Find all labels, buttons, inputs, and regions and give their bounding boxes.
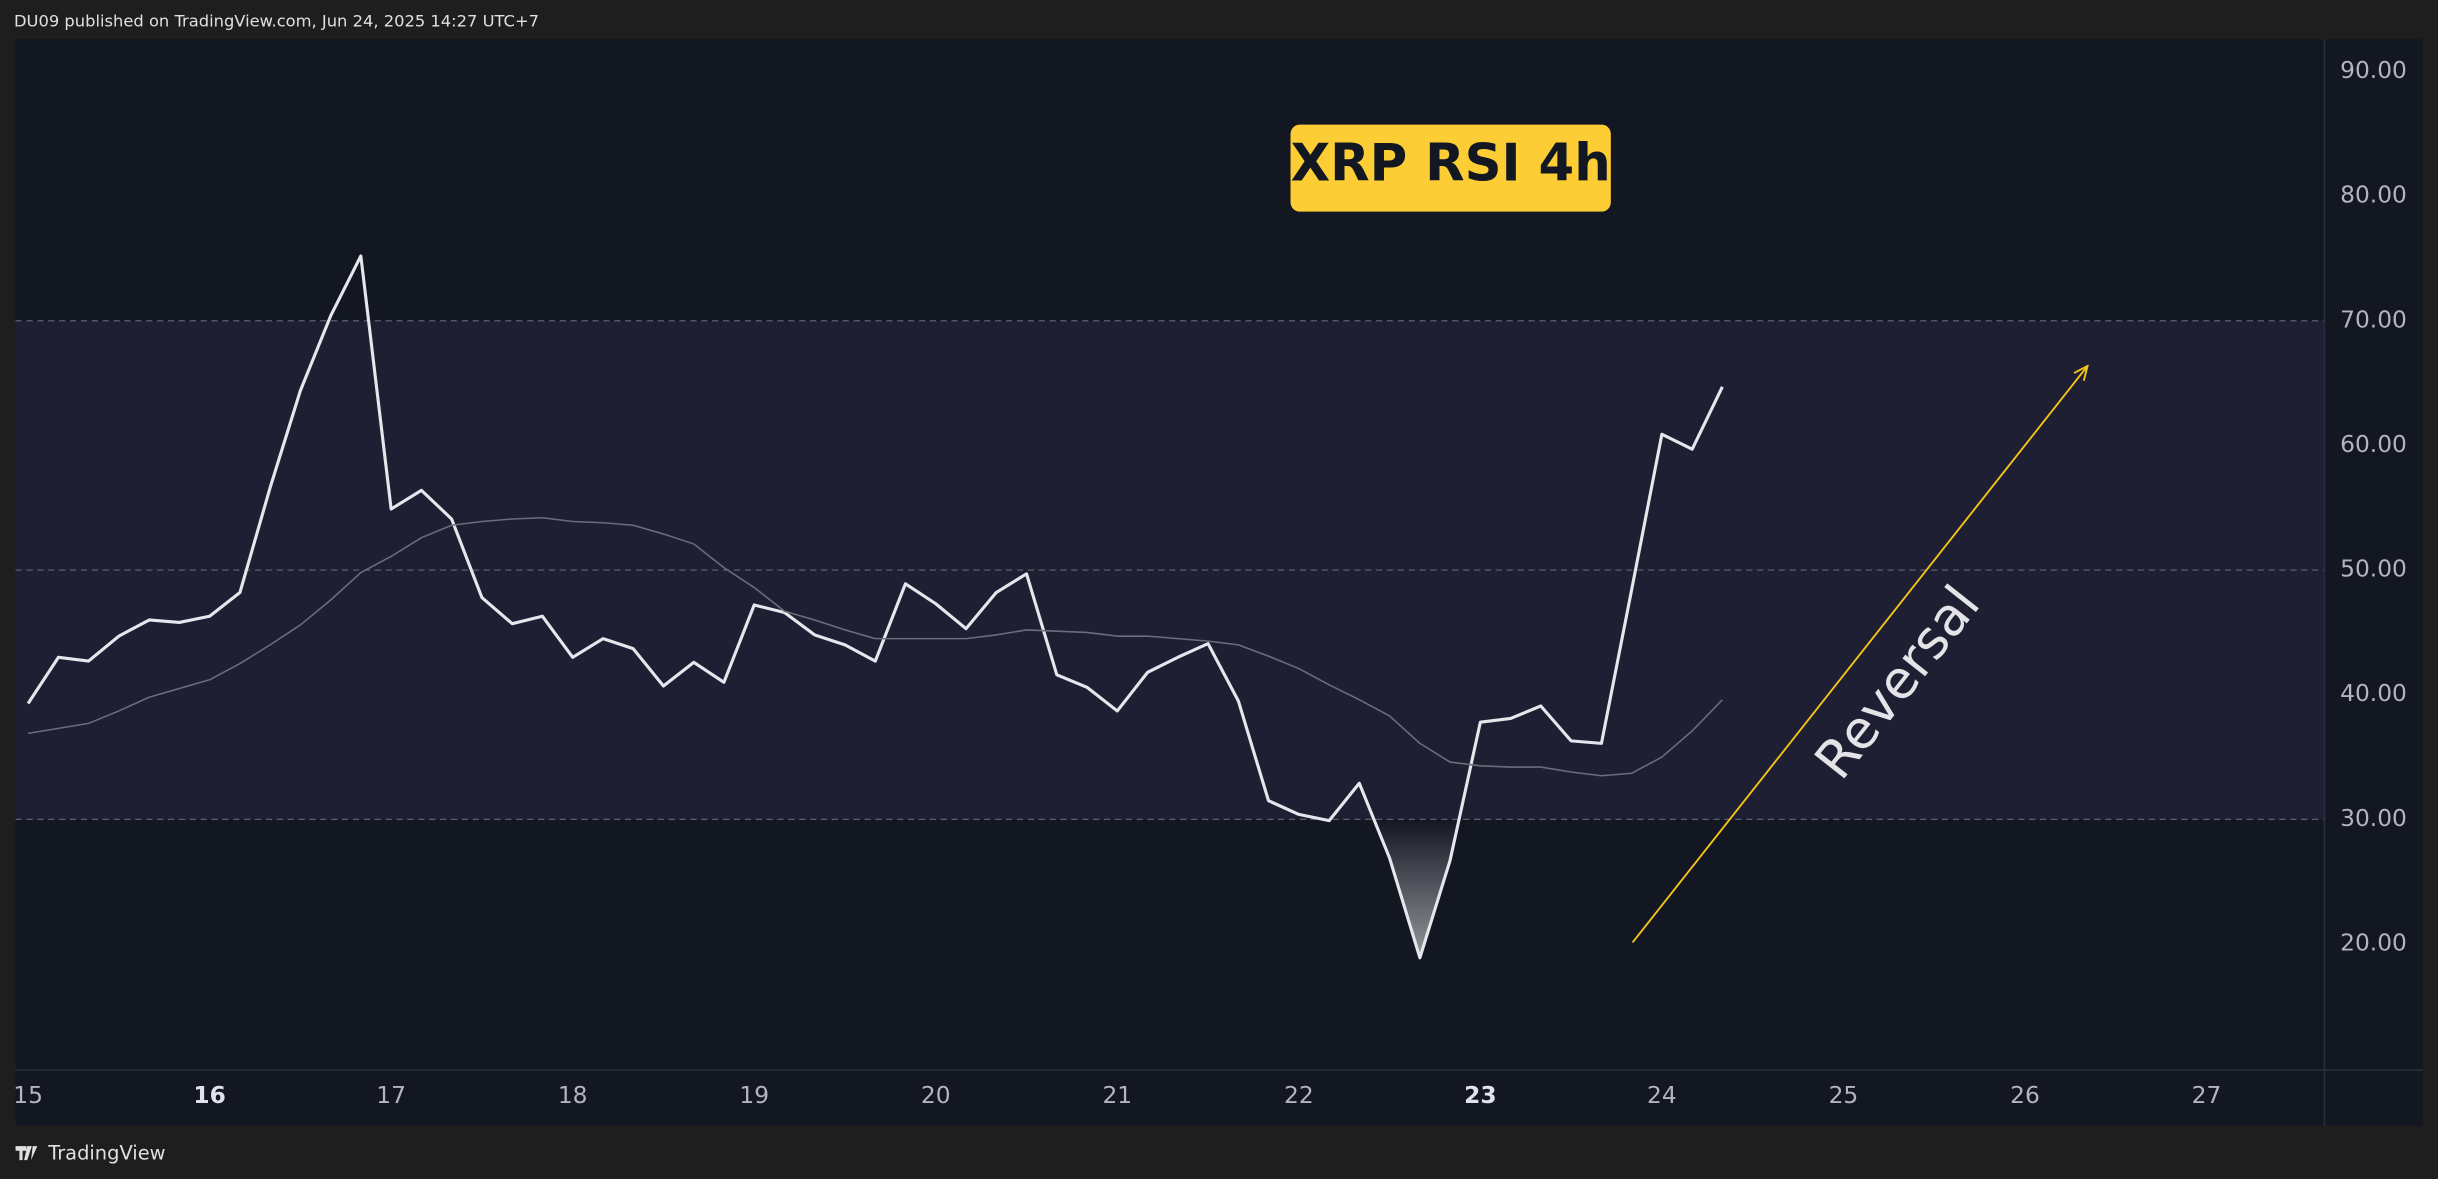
x-tick-label: 24 [1647, 1082, 1677, 1109]
title-box [1290, 124, 1611, 212]
x-tick-label: 22 [1284, 1082, 1314, 1109]
x-tick-label: 23 [1464, 1082, 1496, 1109]
x-tick-label: 25 [1829, 1082, 1859, 1109]
y-tick-label: 70.00 [2340, 306, 2407, 333]
reversal-arrow [1631, 367, 2087, 944]
rsi-line [26, 254, 1724, 960]
x-tick-label: 20 [921, 1082, 951, 1109]
y-tick-label: 20.00 [2340, 930, 2407, 957]
y-tick-label: 30.00 [2340, 805, 2407, 832]
x-tick-label: 15 [13, 1082, 43, 1109]
y-tick-label: 90.00 [2340, 57, 2407, 84]
footer-logo [15, 1146, 38, 1161]
y-tick-label: 60.00 [2340, 431, 2407, 458]
rsi-ma-line [27, 516, 1723, 777]
y-tick-label: 40.00 [2340, 680, 2407, 707]
y-tick-label: 50.00 [2340, 556, 2407, 583]
chart-title: XRP RSI 4h [1291, 134, 1611, 194]
x-tick-label: 21 [1102, 1082, 1132, 1109]
x-tick-label: 18 [558, 1082, 588, 1109]
footer-brand: TradingView [47, 1141, 165, 1164]
oversold-fill [1373, 819, 1460, 958]
header: DU09 published on TradingView.com, Jun 2… [14, 11, 539, 30]
y-tick-label: 80.00 [2340, 182, 2407, 209]
x-tick-label: 19 [739, 1082, 769, 1109]
x-tick-label: 17 [376, 1082, 406, 1109]
x-tick-label: 16 [193, 1082, 225, 1109]
x-tick-label: 26 [2010, 1082, 2040, 1109]
x-tick-label: 27 [2192, 1082, 2222, 1109]
